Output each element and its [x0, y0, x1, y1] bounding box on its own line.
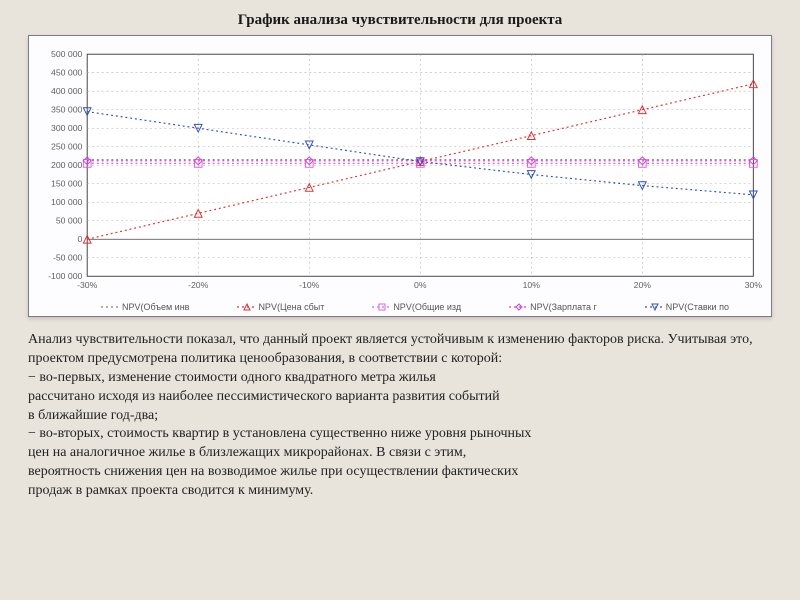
svg-text:450 000: 450 000 [51, 68, 83, 78]
svg-text:-30%: -30% [77, 280, 98, 290]
svg-text:-20%: -20% [188, 280, 209, 290]
legend-swatch [237, 303, 255, 311]
legend-swatch [101, 303, 119, 311]
svg-text:300 000: 300 000 [51, 123, 83, 133]
svg-text:200 000: 200 000 [51, 160, 83, 170]
legend-label: NPV(Общие изд [393, 302, 461, 312]
sensitivity-chart: -100 000-50 000050 000100 000150 000200 … [28, 35, 772, 317]
legend-label: NPV(Ставки по [666, 302, 729, 312]
legend-swatch [645, 303, 663, 311]
svg-text:50 000: 50 000 [56, 216, 83, 226]
svg-text:0: 0 [78, 234, 83, 244]
chart-legend: NPV(Объем инв NPV(Цена сбыт NPV(Общие изд N… [37, 300, 763, 314]
svg-text:30%: 30% [745, 280, 763, 290]
legend-item: NPV(Объем инв [101, 302, 189, 312]
legend-swatch [509, 303, 527, 311]
svg-text:400 000: 400 000 [51, 86, 83, 96]
svg-text:10%: 10% [523, 280, 541, 290]
svg-text:350 000: 350 000 [51, 105, 83, 115]
legend-label: NPV(Зарплата г [530, 302, 597, 312]
legend-item: NPV(Общие изд [372, 302, 461, 312]
svg-text:20%: 20% [634, 280, 652, 290]
svg-text:0%: 0% [414, 280, 427, 290]
paragraph: в ближайшие год-два; [28, 407, 772, 426]
legend-label: NPV(Объем инв [122, 302, 189, 312]
paragraph: − во-первых, изменение стоимости одного … [28, 369, 772, 388]
paragraph: вероятность снижения цен на возводимое ж… [28, 463, 772, 482]
legend-item: NPV(Цена сбыт [237, 302, 324, 312]
paragraph: − во-вторых, стоимость квартир в установ… [28, 425, 772, 444]
page-title: График анализа чувствительности для прое… [28, 12, 772, 29]
analysis-text: Анализ чувствительности показал, что дан… [28, 331, 772, 501]
paragraph: цен на аналогичное жилье в близлежащих м… [28, 444, 772, 463]
svg-text:-50 000: -50 000 [53, 253, 83, 263]
legend-label: NPV(Цена сбыт [258, 302, 324, 312]
legend-item: NPV(Зарплата г [509, 302, 597, 312]
svg-text:500 000: 500 000 [51, 49, 83, 59]
svg-text:-10%: -10% [299, 280, 320, 290]
paragraph: продаж в рамках проекта сводится к миним… [28, 482, 772, 501]
slide: График анализа чувствительности для прое… [0, 0, 800, 600]
legend-swatch [372, 303, 390, 311]
svg-text:250 000: 250 000 [51, 142, 83, 152]
legend-item: NPV(Ставки по [645, 302, 729, 312]
paragraph: рассчитано исходя из наиболее пессимисти… [28, 388, 772, 407]
chart-svg: -100 000-50 000050 000100 000150 000200 … [37, 44, 763, 300]
svg-text:100 000: 100 000 [51, 197, 83, 207]
svg-text:150 000: 150 000 [51, 179, 83, 189]
paragraph: Анализ чувствительности показал, что дан… [28, 331, 772, 369]
